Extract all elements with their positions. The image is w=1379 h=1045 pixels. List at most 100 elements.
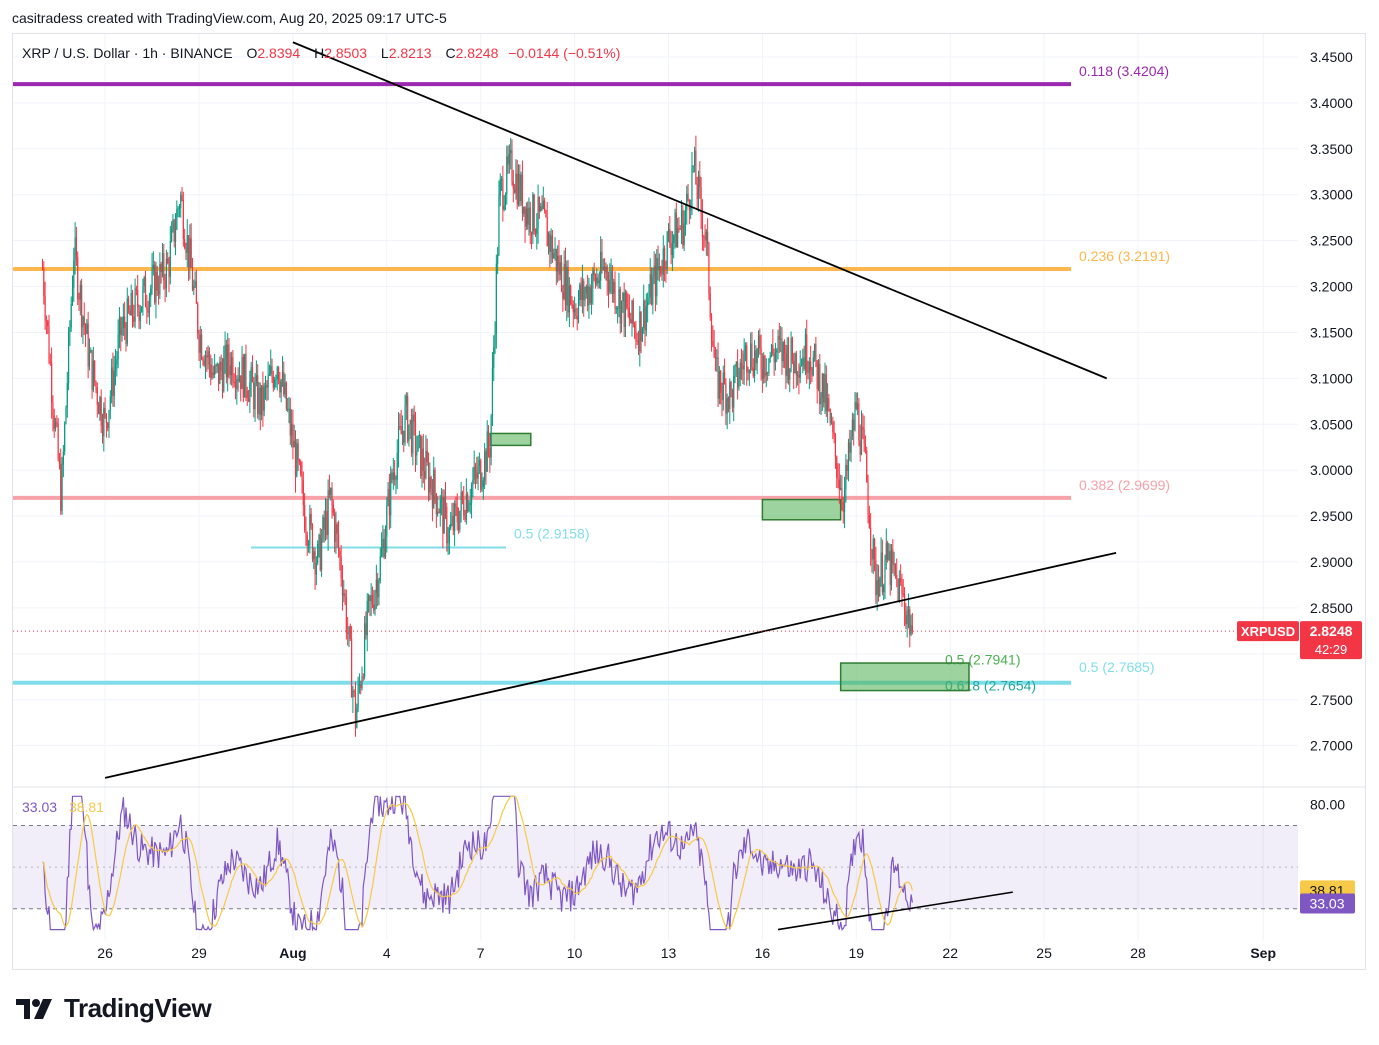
candle-body	[67, 332, 70, 383]
candle-body	[452, 515, 454, 531]
tradingview-logo[interactable]: TradingView	[16, 993, 212, 1024]
candle-body	[58, 458, 61, 464]
candle-body	[105, 414, 108, 424]
candle-body	[906, 614, 908, 625]
candle-body	[409, 419, 411, 425]
candle-body	[407, 396, 409, 441]
candle-body	[456, 507, 458, 523]
candle-body	[174, 229, 177, 242]
time-tick-label: Sep	[1250, 945, 1276, 961]
candle-body	[744, 345, 747, 354]
candle-body	[262, 385, 264, 411]
candle-body	[717, 357, 719, 399]
candle-body	[875, 560, 877, 595]
candle-body	[729, 382, 731, 410]
candle-body	[881, 552, 883, 593]
candle-body	[752, 367, 754, 377]
candle-body	[43, 268, 45, 297]
candle-body	[422, 448, 424, 471]
open-value: 2.8394	[257, 45, 301, 61]
candle-body	[735, 361, 737, 367]
countdown-label: 42:29	[1315, 642, 1348, 657]
candle-body	[157, 290, 160, 295]
candle-body	[472, 479, 474, 486]
price-tick-label: 3.1000	[1310, 370, 1353, 386]
candle-body	[611, 271, 614, 294]
last-price-label: 2.8248	[1310, 623, 1353, 639]
candle-body	[341, 577, 344, 596]
candle-body	[536, 228, 538, 234]
candle-body	[339, 550, 341, 557]
candle-body	[849, 442, 851, 453]
candle-body	[511, 150, 513, 182]
candle-body	[305, 530, 307, 535]
candle-body	[240, 375, 242, 390]
candle-body	[60, 463, 62, 511]
candle-body	[348, 626, 350, 634]
tradingview-logo-icon	[16, 998, 52, 1019]
candle-body	[424, 470, 426, 479]
candle-body	[184, 239, 186, 248]
candle-body	[70, 303, 72, 328]
candle-body	[238, 375, 241, 382]
chart-frame[interactable]	[12, 33, 1366, 970]
candle-body	[649, 274, 651, 298]
candle-body	[459, 510, 461, 530]
candle-body	[802, 357, 804, 366]
candle-body	[850, 436, 852, 453]
candle-body	[236, 379, 238, 389]
candle-body	[693, 150, 696, 166]
candle-body	[721, 392, 723, 400]
candle-body	[133, 316, 135, 322]
candle-body	[821, 373, 823, 399]
candle-body	[121, 327, 123, 336]
candle-body	[558, 255, 560, 275]
close-label: C	[445, 45, 456, 61]
candle-body	[107, 423, 109, 429]
candle-body	[678, 228, 680, 230]
candle-body	[88, 352, 91, 367]
candle-body	[594, 275, 597, 285]
candle-body	[217, 363, 220, 384]
candle-body	[268, 374, 271, 376]
candle-body	[457, 522, 460, 530]
candle-body	[481, 486, 483, 490]
candle-body	[365, 623, 367, 636]
candle-body	[579, 284, 581, 301]
candle-body	[825, 374, 827, 412]
candle-body	[300, 461, 302, 475]
candle-body	[49, 361, 51, 363]
candle-body	[593, 270, 595, 276]
candle-body	[557, 255, 559, 272]
candle-body	[83, 316, 85, 326]
candle-body	[484, 451, 486, 481]
candle-body	[180, 195, 182, 209]
candle-body	[571, 304, 573, 306]
candle-body	[281, 371, 284, 381]
candle-body	[228, 344, 230, 366]
symbol-legend[interactable]: XRP / U.S. Dollar · 1h · BINANCE O2.8394…	[22, 45, 620, 61]
candle-body	[829, 408, 831, 423]
candle-body	[584, 293, 586, 301]
candle-body	[636, 340, 638, 342]
candle-body	[804, 334, 807, 369]
rsi-legend[interactable]: 33.03 38.81	[22, 799, 104, 815]
candle-body	[534, 231, 537, 234]
candle-body	[585, 285, 587, 294]
candle-body	[876, 580, 878, 595]
candle-body	[596, 277, 598, 285]
candle-body	[769, 355, 771, 359]
candle-body	[208, 351, 211, 365]
candle-body	[399, 426, 401, 428]
candle-body	[673, 235, 675, 244]
candle-body	[388, 489, 391, 516]
candle-body	[461, 491, 464, 500]
candle-body	[412, 414, 414, 454]
candle-body	[318, 534, 320, 544]
demand-zone	[761, 498, 842, 521]
candle-body	[545, 210, 547, 218]
candle-body	[164, 280, 166, 289]
candle-body	[421, 448, 423, 477]
candle-body	[292, 424, 294, 448]
